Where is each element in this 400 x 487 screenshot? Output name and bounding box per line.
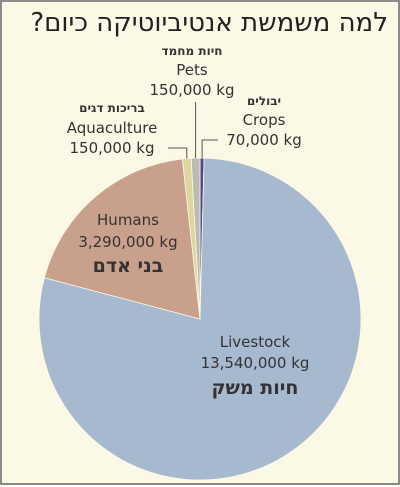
chart-title: למה משמשת אנטיביוטיקה כיום? [30, 8, 388, 38]
pie-slice-humans [43, 158, 201, 320]
crops-leader-line [201, 139, 218, 158]
aquaculture-leader-line [168, 147, 188, 159]
crops-value: 70,000 kg [226, 131, 301, 149]
humans-value: 3,290,000 kg [78, 233, 177, 251]
pets-value: 150,000 kg [149, 81, 234, 99]
crops-hebrew-label: יבולים [247, 94, 281, 108]
aquaculture-label: Aquaculture [67, 119, 158, 137]
humans-hebrew-label: בני אדם [93, 255, 164, 277]
humans-label: Humans [97, 211, 159, 229]
aquaculture-hebrew-label: בריכות דגים [79, 101, 145, 115]
pets-label: Pets [176, 61, 208, 79]
pets-hebrew-label: חיות מחמד [162, 44, 223, 58]
crops-label: Crops [243, 111, 286, 129]
aquaculture-value: 150,000 kg [69, 139, 154, 157]
livestock-hebrew-label: חיות משק [212, 377, 299, 399]
livestock-label: Livestock [220, 333, 291, 351]
livestock-value: 13,540,000 kg [201, 354, 310, 372]
